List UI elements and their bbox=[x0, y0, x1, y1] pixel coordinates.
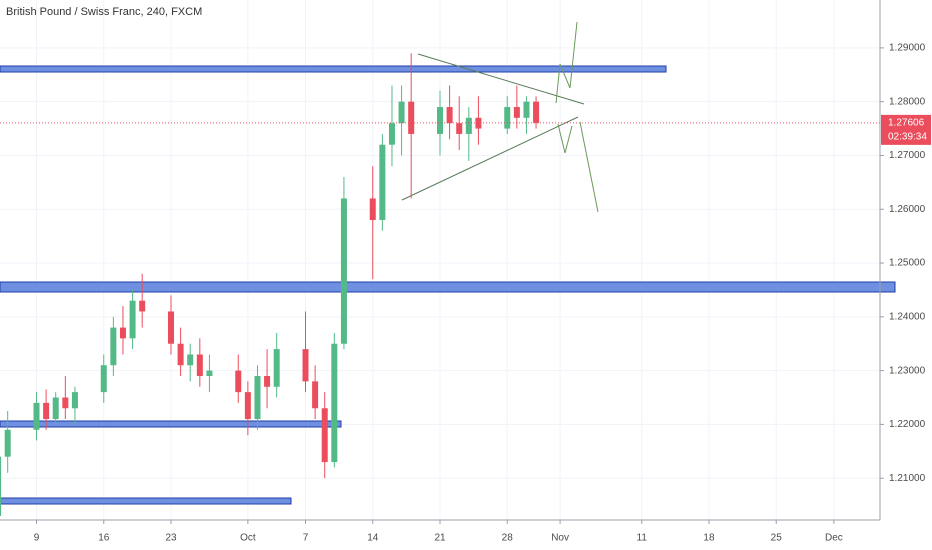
x-tick-label: 18 bbox=[703, 533, 715, 544]
y-tick-label: 1.22000 bbox=[889, 419, 926, 430]
x-tick-label: 14 bbox=[367, 533, 379, 544]
chart-title: British Pound / Swiss Franc, 240, FXCM bbox=[6, 6, 202, 18]
trend-line bbox=[401, 116, 579, 201]
candle-body bbox=[437, 107, 443, 134]
drawings bbox=[0, 21, 896, 505]
y-tick-label: 1.28000 bbox=[889, 96, 926, 107]
zone bbox=[0, 65, 667, 73]
candle-body bbox=[100, 365, 107, 393]
last-price-label: 1.27606 bbox=[888, 117, 925, 128]
zone bbox=[0, 420, 342, 428]
zone bbox=[0, 281, 896, 293]
y-tick-label: 1.27000 bbox=[889, 150, 926, 161]
candle-body bbox=[254, 375, 261, 420]
x-tick-label: Dec bbox=[825, 533, 843, 544]
x-tick-label: Oct bbox=[240, 533, 256, 544]
candle-body bbox=[465, 117, 472, 134]
candle-body bbox=[513, 107, 520, 118]
y-tick-label: 1.23000 bbox=[889, 365, 926, 376]
scenario-arrow bbox=[557, 123, 573, 154]
candle-body bbox=[177, 343, 184, 366]
candle-body bbox=[4, 429, 11, 457]
x-tick-label: 9 bbox=[34, 533, 40, 544]
scenario-arrow bbox=[555, 21, 578, 104]
candle-body bbox=[533, 101, 540, 123]
candle-body bbox=[408, 101, 415, 134]
candle-body bbox=[33, 402, 40, 430]
y-tick-label: 1.21000 bbox=[889, 473, 926, 484]
last-price-box bbox=[881, 114, 931, 145]
candle-body bbox=[139, 300, 146, 312]
candle-body bbox=[398, 101, 405, 124]
candles bbox=[0, 53, 540, 516]
candle-body bbox=[119, 327, 126, 339]
candle-body bbox=[244, 392, 251, 420]
y-tick-label: 1.26000 bbox=[889, 204, 926, 215]
candle-body bbox=[504, 107, 511, 129]
candle-body bbox=[264, 375, 271, 387]
candle-body bbox=[71, 392, 78, 409]
y-tick-label: 1.25000 bbox=[889, 258, 926, 269]
candle-body bbox=[523, 101, 530, 118]
candle-body bbox=[187, 354, 194, 366]
x-tick-label: 28 bbox=[502, 533, 514, 544]
candle-body bbox=[388, 123, 395, 145]
candle-body bbox=[196, 354, 203, 376]
candle-body bbox=[168, 311, 175, 344]
candle-body bbox=[43, 402, 50, 420]
candle-body bbox=[446, 107, 453, 124]
x-tick-label: 23 bbox=[165, 533, 177, 544]
candle-body bbox=[52, 397, 59, 420]
candle-body bbox=[331, 343, 338, 463]
x-tick-label: 7 bbox=[303, 533, 309, 544]
y-tick-label: 1.29000 bbox=[889, 43, 926, 54]
candle-body bbox=[206, 370, 213, 376]
x-tick-label: Nov bbox=[551, 533, 569, 544]
candle-body bbox=[62, 397, 69, 409]
x-tick-label: 16 bbox=[98, 533, 110, 544]
candle-body bbox=[369, 198, 376, 221]
candle-body bbox=[129, 300, 136, 339]
grid bbox=[0, 0, 880, 520]
candle-body bbox=[302, 349, 309, 382]
candle-body bbox=[456, 123, 463, 134]
candle-body bbox=[321, 408, 328, 463]
y-tick-label: 1.24000 bbox=[889, 311, 926, 322]
countdown-label: 02:39:34 bbox=[888, 131, 927, 142]
candle-body bbox=[0, 456, 2, 516]
scenario-arrow bbox=[579, 121, 599, 213]
x-tick-label: 11 bbox=[637, 533, 648, 544]
x-tick-label: 25 bbox=[771, 533, 783, 544]
candle-body bbox=[312, 381, 319, 409]
x-tick-label: 21 bbox=[434, 533, 446, 544]
candle-body bbox=[110, 327, 117, 366]
candle-body bbox=[379, 144, 386, 221]
zone bbox=[0, 497, 292, 505]
candle-body bbox=[340, 198, 347, 344]
candle-body bbox=[235, 370, 242, 393]
candle-body bbox=[475, 117, 482, 129]
candle-body bbox=[273, 349, 280, 387]
